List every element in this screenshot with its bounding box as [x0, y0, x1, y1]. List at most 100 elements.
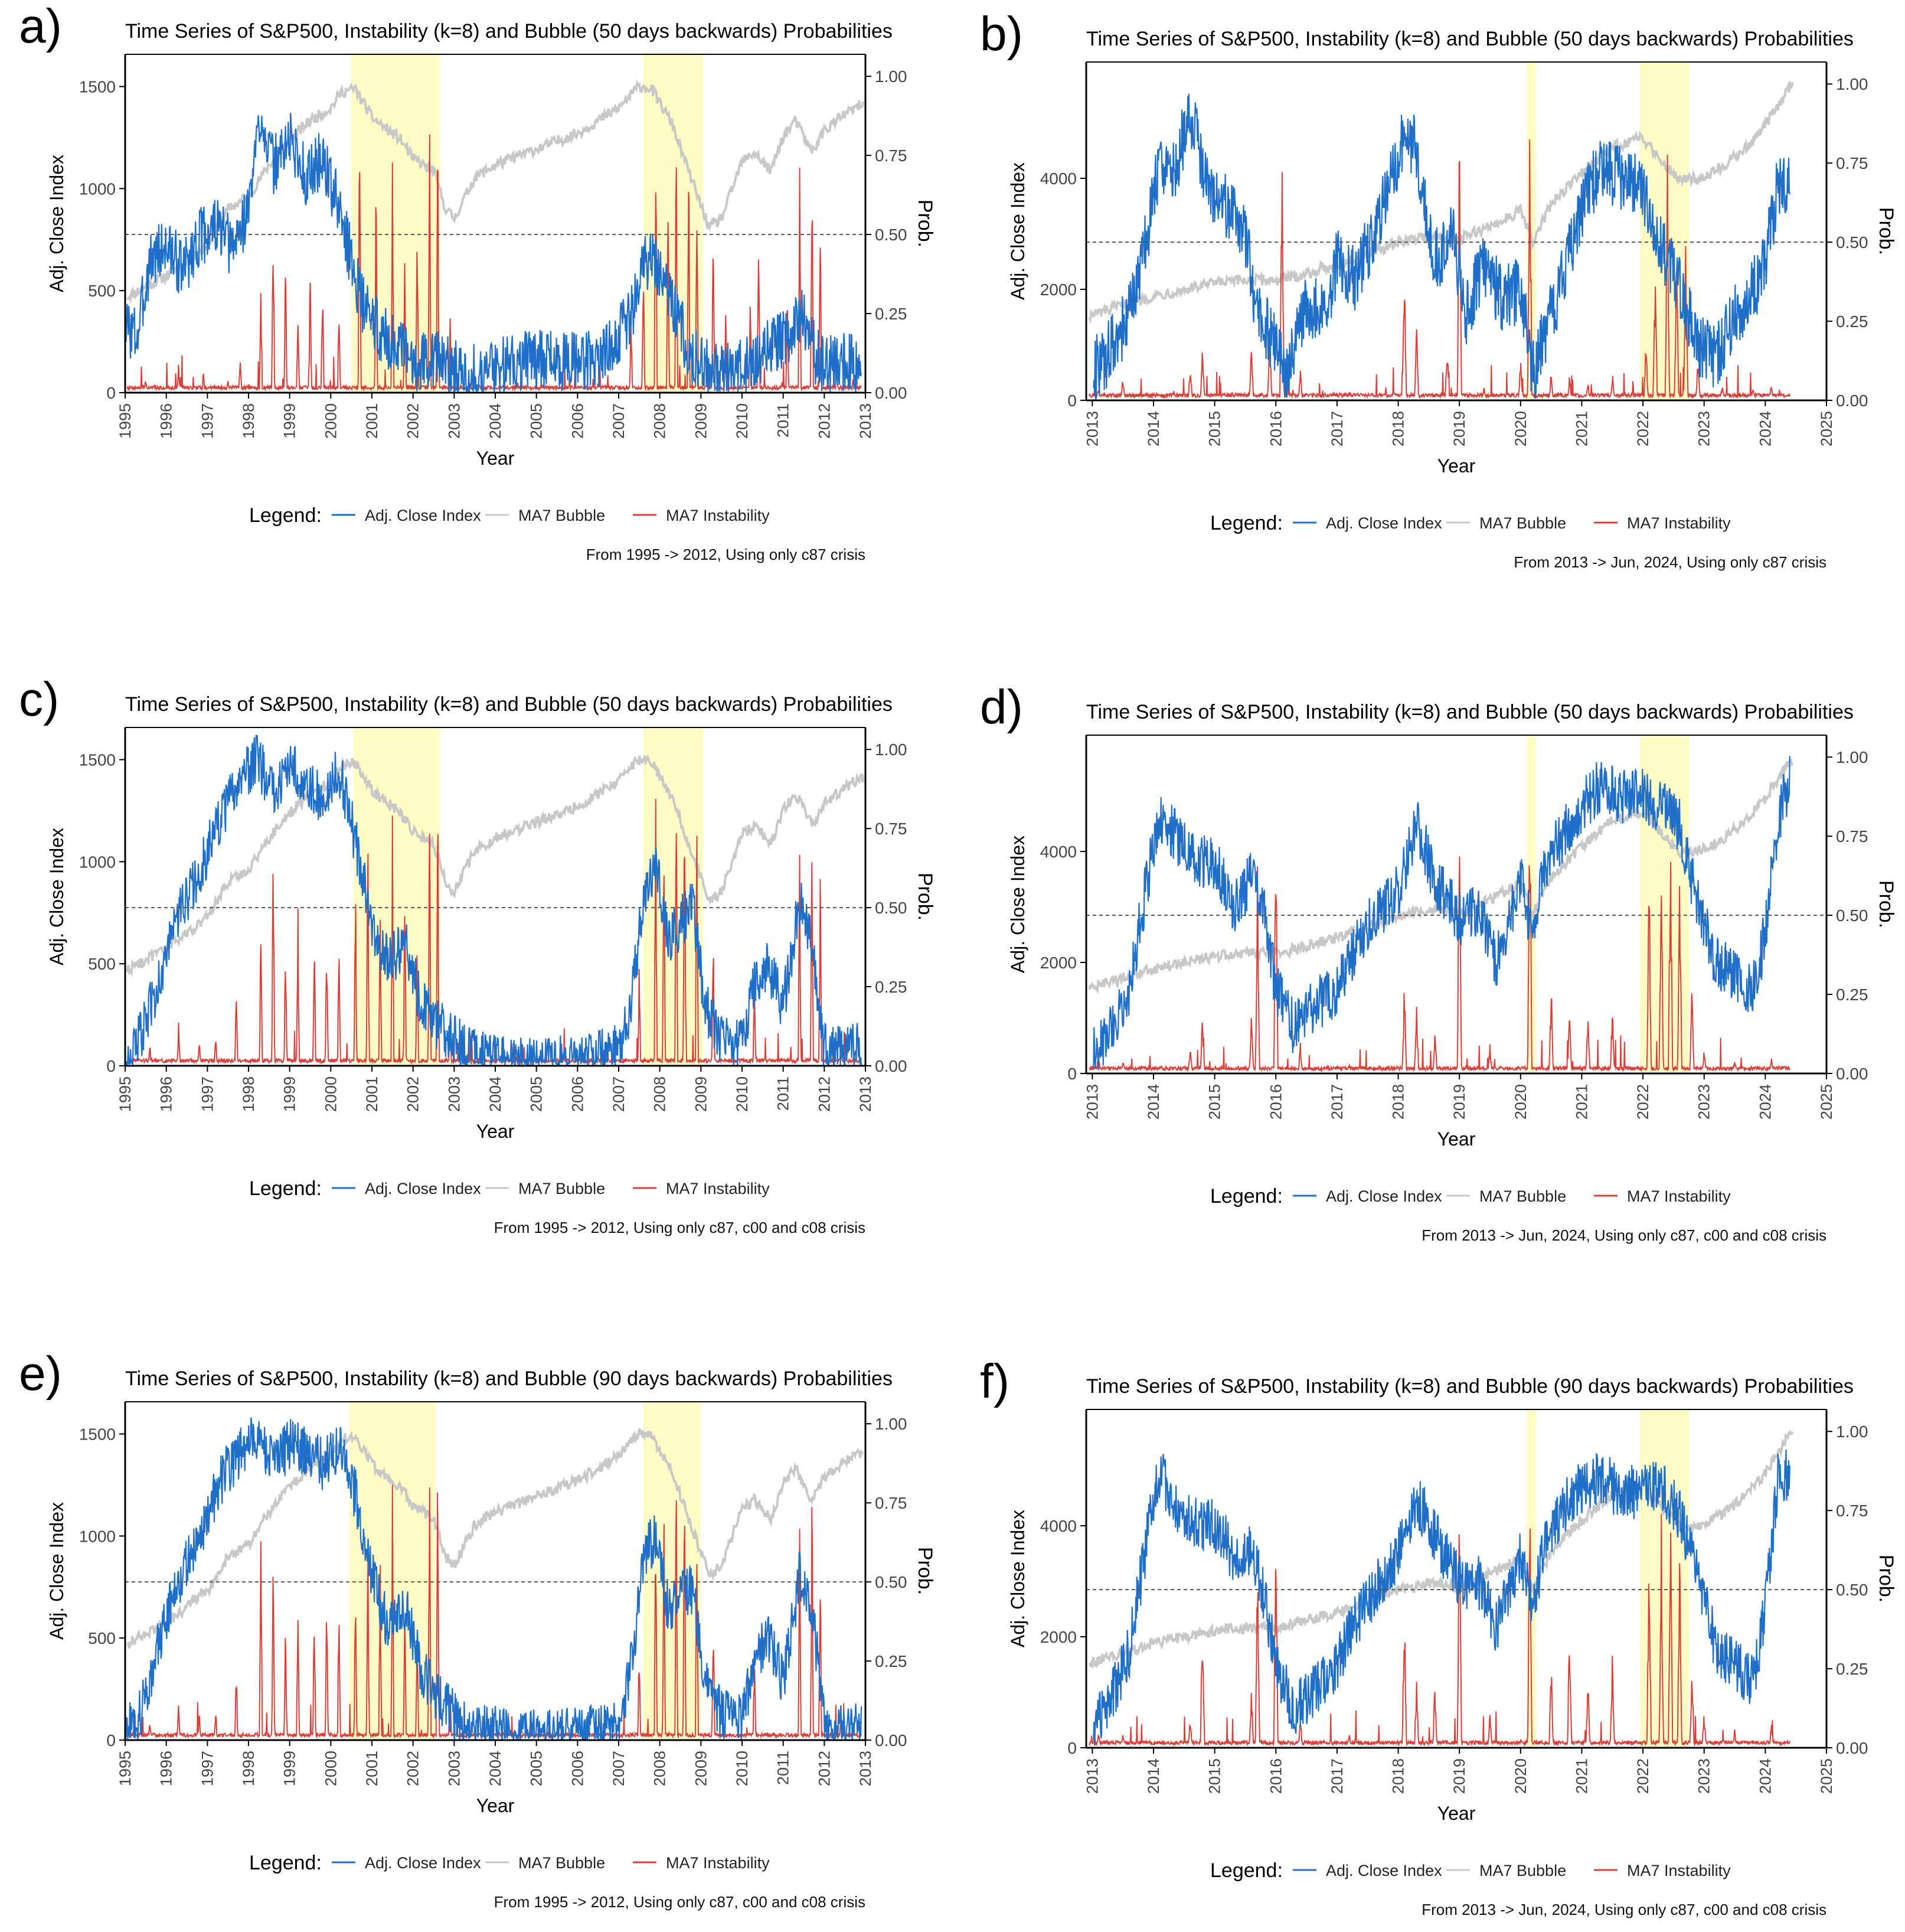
legend-label-index: Adj. Close Index: [1326, 1187, 1442, 1205]
x-tick-label: 2024: [1756, 1084, 1774, 1120]
series-line-instability: [126, 1484, 862, 1740]
legend-label-index: Adj. Close Index: [1326, 1862, 1442, 1879]
series-line-bubble: [126, 79, 865, 304]
series-line-index: [125, 1417, 862, 1740]
y-right-axis-label: Prob.: [1875, 1555, 1897, 1603]
legend-label-instability: MA7 Instability: [1627, 514, 1731, 532]
series-line-bubble: [126, 754, 865, 977]
legend-label-bubble: MA7 Bubble: [1479, 1187, 1566, 1205]
x-tick-label: 1995: [116, 1751, 134, 1786]
y-right-tick-label: 0.50: [1836, 233, 1868, 252]
x-tick-label: 2013: [857, 1076, 874, 1112]
x-tick-label: 2025: [1818, 1758, 1835, 1794]
x-tick-label: 2010: [733, 403, 751, 439]
chart-panel-0: a) Time Series of S&P500, Instability (k=…: [19, 0, 936, 563]
legend-title: Legend:: [1210, 1859, 1283, 1882]
series-line-index: [125, 113, 862, 393]
y-left-tick-label: 1500: [79, 78, 116, 96]
plot-area: [125, 79, 865, 393]
y-left-axis-label: Adj. Close Index: [46, 828, 67, 965]
x-tick-label: 2020: [1512, 1084, 1530, 1120]
y-left-tick-label: 1000: [79, 853, 116, 871]
x-tick-label: 2011: [775, 403, 792, 438]
chart-panel-1: b) Time Series of S&P500, Instability (k=…: [980, 7, 1897, 571]
x-tick-label: 2006: [568, 403, 586, 439]
x-tick-label: 2025: [1818, 1084, 1835, 1120]
x-tick-label: 1995: [116, 403, 134, 439]
legend-label-instability: MA7 Instability: [666, 1180, 770, 1197]
x-tick-label: 2007: [610, 1076, 628, 1112]
legend-label-instability: MA7 Instability: [666, 507, 770, 524]
x-tick-label: 1997: [198, 1751, 216, 1786]
x-tick-label: 2001: [363, 1751, 381, 1786]
chart-caption: From 2013 -> Jun, 2024, Using only c87, …: [1422, 1901, 1826, 1918]
x-tick-label: 1998: [240, 403, 257, 439]
y-right-tick-label: 0.00: [875, 384, 907, 402]
plot-area: [125, 735, 865, 1066]
shaded-period-0: [1527, 62, 1536, 400]
x-tick-label: 1996: [158, 1076, 175, 1112]
x-tick-label: 2016: [1267, 1758, 1285, 1794]
x-tick-label: 2019: [1450, 1084, 1468, 1120]
x-tick-label: 2013: [857, 1751, 874, 1786]
y-right-tick-label: 0.75: [875, 146, 907, 165]
x-tick-label: 2000: [322, 1751, 339, 1786]
x-tick-label: 2016: [1267, 411, 1285, 446]
legend-label-bubble: MA7 Bubble: [518, 1180, 605, 1197]
x-tick-label: 2018: [1390, 1758, 1407, 1794]
y-left-tick-label: 0: [106, 1057, 116, 1075]
y-left-tick-label: 4000: [1040, 169, 1077, 188]
shaded-period-1: [643, 1402, 701, 1740]
x-tick-label: 2012: [815, 1751, 833, 1786]
x-tick-label: 2005: [528, 1751, 545, 1786]
plot-area: [1088, 756, 1794, 1073]
y-left-tick-label: 4000: [1040, 1517, 1077, 1535]
x-tick-label: 2024: [1756, 411, 1774, 446]
x-tick-label: 2011: [775, 1076, 792, 1111]
y-left-tick-label: 4000: [1040, 843, 1077, 861]
series-line-instability: [1089, 139, 1790, 400]
y-right-tick-label: 1.00: [875, 740, 907, 759]
y-right-tick-label: 0.00: [1836, 391, 1868, 410]
x-tick-label: 2015: [1206, 411, 1224, 446]
y-left-axis-label: Adj. Close Index: [1007, 836, 1028, 973]
x-tick-label: 2010: [733, 1076, 751, 1112]
x-tick-label: 2011: [775, 1751, 792, 1785]
y-right-tick-label: 1.00: [875, 67, 907, 86]
chart-panel-2: c) Time Series of S&P500, Instability (k=…: [19, 673, 936, 1236]
y-left-tick-label: 0: [106, 1731, 116, 1750]
y-right-tick-label: 0.75: [1836, 154, 1868, 172]
y-right-tick-label: 0.25: [875, 305, 907, 323]
x-tick-label: 2008: [651, 1076, 669, 1112]
x-tick-label: 2018: [1390, 411, 1407, 446]
x-tick-label: 2002: [404, 1076, 422, 1112]
x-tick-label: 1997: [198, 403, 216, 439]
plot-area: [1088, 81, 1794, 400]
x-tick-label: 2021: [1573, 411, 1590, 446]
x-tick-label: 1997: [198, 1076, 216, 1112]
y-right-tick-label: 0.25: [875, 978, 907, 996]
y-right-tick-label: 1.00: [1836, 75, 1868, 93]
y-right-tick-label: 0.25: [1836, 1660, 1868, 1678]
y-right-tick-label: 0.00: [1836, 1739, 1868, 1757]
x-tick-label: 2012: [815, 403, 833, 439]
y-right-axis-label: Prob.: [914, 200, 936, 247]
x-tick-label: 2007: [610, 1751, 628, 1786]
y-right-tick-label: 0.50: [875, 226, 907, 244]
x-tick-label: 2002: [404, 1751, 422, 1786]
legend-label-bubble: MA7 Bubble: [518, 507, 605, 524]
x-tick-label: 2014: [1145, 1758, 1162, 1794]
x-tick-label: 2012: [815, 1076, 833, 1112]
y-right-tick-label: 0.00: [1836, 1065, 1868, 1083]
series-line-instability: [126, 799, 862, 1065]
legend-title: Legend:: [1210, 1185, 1283, 1208]
x-tick-label: 2017: [1328, 1758, 1346, 1794]
legend-label-index: Adj. Close Index: [365, 1180, 481, 1197]
x-tick-label: 2000: [322, 1076, 339, 1112]
legend-label-index: Adj. Close Index: [1326, 514, 1442, 532]
legend-label-instability: MA7 Instability: [1627, 1862, 1731, 1879]
chart-caption: From 2013 -> Jun, 2024, Using only c87, …: [1422, 1226, 1826, 1244]
x-tick-label: 2016: [1267, 1084, 1285, 1120]
x-tick-label: 2008: [651, 1751, 669, 1786]
x-tick-label: 2019: [1450, 411, 1468, 446]
